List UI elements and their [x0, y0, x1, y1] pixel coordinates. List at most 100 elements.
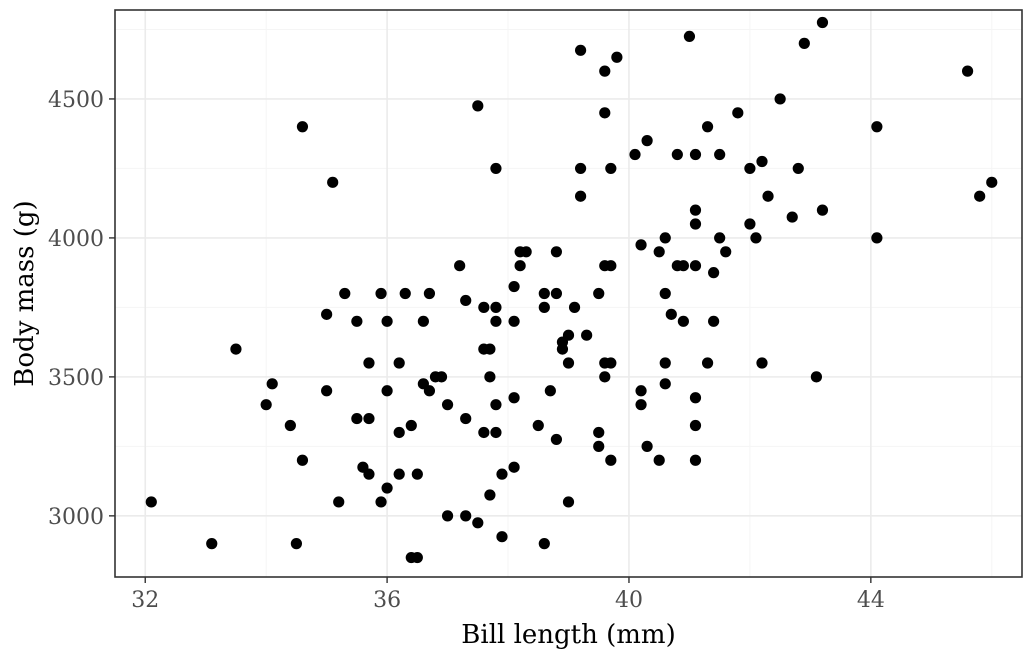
data-point — [441, 399, 454, 411]
data-point — [405, 419, 417, 432]
data-point — [490, 162, 502, 175]
data-point — [514, 260, 526, 272]
data-point — [544, 385, 556, 397]
data-point — [798, 37, 810, 49]
data-point — [230, 343, 242, 355]
data-point — [472, 517, 484, 529]
data-point — [484, 343, 496, 355]
data-point — [689, 260, 702, 272]
data-point — [671, 148, 683, 161]
data-point — [744, 218, 756, 230]
panel-border — [114, 9, 1023, 578]
data-point — [641, 440, 653, 452]
data-point — [363, 357, 375, 369]
data-point — [756, 155, 768, 168]
data-point — [792, 162, 804, 175]
data-point — [339, 287, 351, 300]
data-point — [454, 260, 466, 272]
data-point — [435, 371, 448, 383]
data-point — [665, 308, 677, 320]
data-point — [816, 16, 829, 29]
data-point — [708, 267, 720, 279]
data-point — [381, 482, 393, 494]
data-point — [714, 148, 726, 161]
data-point — [145, 496, 157, 508]
data-point — [635, 239, 647, 251]
data-point — [611, 51, 623, 63]
data-point — [508, 392, 520, 404]
data-point — [786, 211, 798, 223]
x-tick-label: 32 — [131, 588, 159, 613]
data-point — [538, 538, 550, 550]
data-point — [641, 135, 653, 147]
data-point — [568, 301, 581, 313]
data-point — [574, 44, 587, 56]
data-point — [689, 204, 702, 216]
data-point — [599, 65, 611, 77]
data-point — [508, 315, 520, 327]
data-point — [381, 315, 393, 327]
data-point — [653, 246, 665, 258]
data-point — [538, 301, 550, 313]
data-point — [708, 315, 720, 327]
data-point — [593, 426, 605, 439]
data-point — [260, 399, 272, 411]
data-point — [538, 287, 550, 300]
data-point — [460, 412, 472, 425]
data-point — [720, 246, 732, 258]
data-point — [375, 287, 387, 300]
data-point — [659, 287, 671, 300]
data-point — [393, 426, 405, 439]
data-point — [411, 468, 423, 480]
data-point — [484, 489, 496, 501]
data-point — [441, 510, 454, 522]
data-point — [774, 93, 786, 105]
y-axis-title: Body mass (g) — [10, 200, 40, 386]
data-point — [423, 385, 436, 397]
data-point — [296, 121, 309, 133]
data-point — [871, 121, 883, 133]
data-point — [460, 294, 472, 307]
data-point — [701, 357, 714, 369]
data-point — [816, 204, 829, 216]
data-point — [327, 176, 339, 188]
axis-ticks — [109, 98, 872, 583]
data-point — [321, 385, 333, 397]
data-point — [599, 371, 611, 383]
data-point — [478, 301, 490, 313]
data-point — [363, 412, 375, 425]
data-point — [266, 378, 278, 390]
data-point — [333, 496, 345, 508]
data-point — [296, 454, 309, 466]
data-point — [351, 315, 363, 327]
data-point — [393, 357, 405, 369]
data-point — [974, 190, 986, 202]
data-point — [375, 496, 387, 508]
data-point — [490, 301, 502, 313]
data-point — [714, 232, 726, 244]
data-point — [605, 260, 617, 272]
data-point — [677, 315, 689, 327]
data-point — [206, 538, 218, 550]
data-point — [550, 246, 563, 258]
data-point — [381, 385, 393, 397]
x-tick-labels: 32 36 40 44 — [131, 588, 885, 613]
data-point — [490, 426, 502, 439]
y-tick-label: 4000 — [48, 227, 104, 252]
data-point — [744, 162, 756, 175]
data-point — [393, 468, 405, 480]
data-point — [986, 176, 998, 188]
data-point — [562, 329, 575, 341]
data-points — [145, 16, 998, 564]
data-point — [490, 399, 502, 411]
data-point — [478, 426, 490, 439]
data-point — [961, 65, 974, 77]
data-point — [810, 371, 823, 383]
data-point — [871, 232, 883, 244]
data-point — [496, 531, 508, 543]
data-point — [508, 280, 520, 293]
data-point — [423, 287, 436, 300]
x-tick-label: 36 — [373, 588, 401, 613]
data-point — [562, 357, 575, 369]
